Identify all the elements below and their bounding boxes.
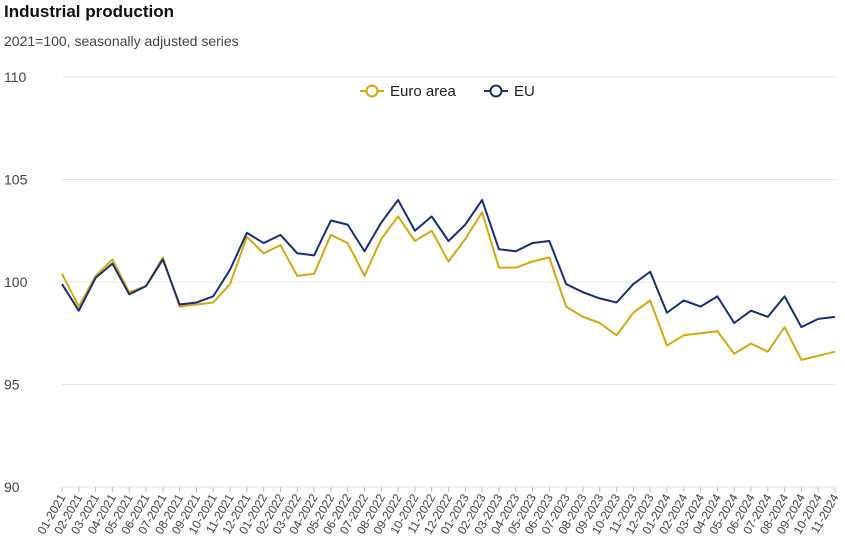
y-tick-label: 90 <box>4 479 20 495</box>
series-line-euro-area[interactable] <box>61 211 836 361</box>
legend-label: EU <box>514 83 535 100</box>
chart-subtitle: 2021=100, seasonally adjusted series <box>4 33 239 49</box>
x-axis-ticks: 01-202102-202103-202104-202105-202106-20… <box>34 487 842 537</box>
legend-item[interactable]: EU <box>484 83 535 100</box>
series-lines <box>61 199 836 361</box>
y-tick-label: 105 <box>4 172 28 188</box>
legend-label: Euro area <box>390 83 457 100</box>
legend-marker <box>365 84 379 98</box>
y-axis-ticks: 90 95 100 105 110 <box>4 69 28 495</box>
legend: Euro area EU <box>360 83 535 100</box>
legend-item[interactable]: Euro area <box>360 83 457 100</box>
y-tick-label: 100 <box>4 274 28 290</box>
y-tick-label: 95 <box>4 377 20 393</box>
series-line-eu[interactable] <box>61 199 836 329</box>
grid <box>62 76 835 488</box>
chart-title: Industrial production <box>4 2 174 21</box>
y-tick-label: 110 <box>4 69 27 85</box>
legend-marker <box>489 84 503 98</box>
